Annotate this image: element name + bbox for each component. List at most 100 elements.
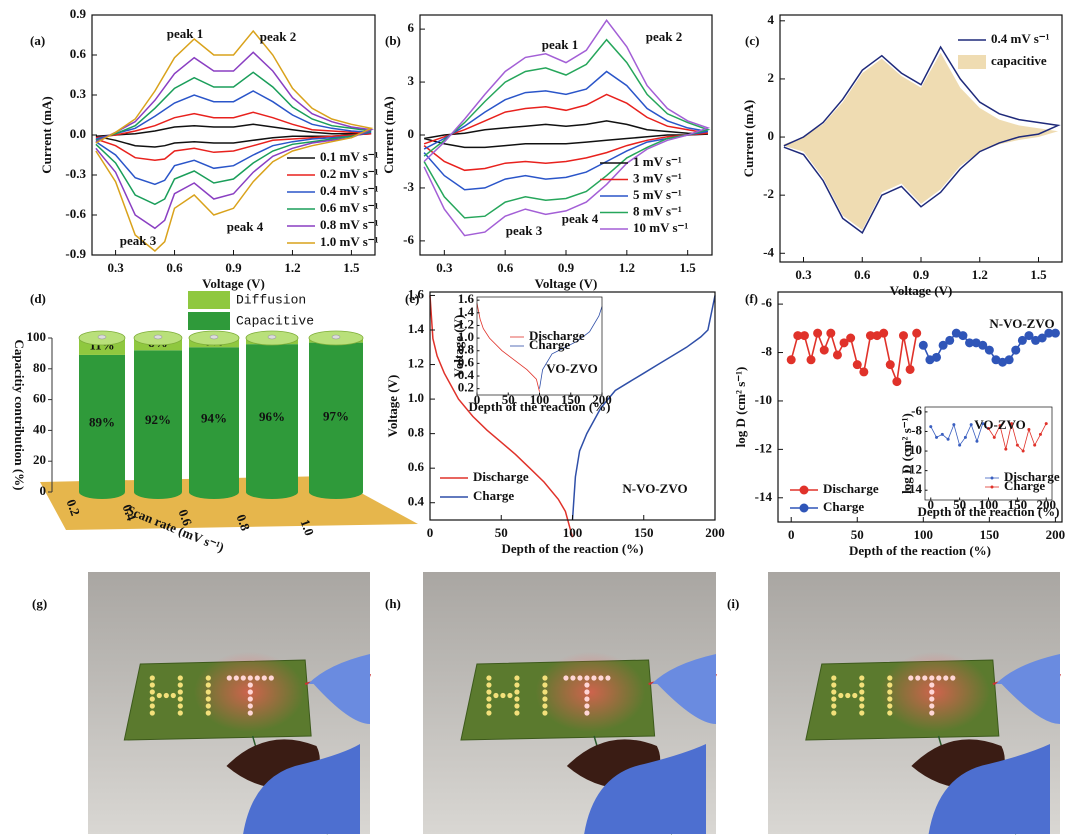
annotation: peak 1	[542, 37, 578, 52]
bar-cap-knob	[97, 334, 107, 340]
y-tick-label: 100	[27, 329, 47, 344]
marker	[946, 437, 950, 441]
x-tick-label: 100	[914, 527, 934, 542]
y-tick-label: -8	[761, 344, 772, 359]
marker	[1021, 449, 1025, 453]
led	[887, 696, 893, 702]
led	[838, 692, 844, 699]
led	[605, 675, 611, 681]
led	[908, 675, 914, 681]
x-tick-label: 50	[953, 497, 966, 512]
y-tick-label: 40	[33, 421, 46, 436]
led	[929, 696, 935, 702]
y-axis-label: Capacitiy contribution (%)	[12, 340, 27, 491]
glove	[584, 744, 706, 834]
y-tick-label: 2	[768, 70, 775, 85]
led	[929, 710, 935, 716]
x-tick-label: 200	[705, 525, 725, 540]
marker	[839, 338, 849, 348]
marker	[852, 360, 862, 370]
marker	[832, 350, 842, 360]
y-tick-label: -14	[755, 489, 773, 504]
y-tick-label: 1.4	[408, 321, 425, 336]
bar-cap-knob	[331, 334, 341, 340]
x-tick-label: 1.5	[680, 260, 697, 275]
led	[852, 692, 858, 699]
x-tick-label: 0.6	[166, 260, 183, 275]
bar	[134, 350, 182, 492]
value-label: 89%	[89, 414, 115, 429]
x-tick-label: 1.5	[343, 260, 360, 275]
line	[429, 295, 574, 538]
led	[486, 703, 492, 709]
y-tick-label: 80	[33, 360, 46, 375]
marker	[969, 423, 973, 427]
annotation: VO-ZVO	[974, 417, 1025, 432]
marker	[786, 355, 796, 365]
led	[177, 710, 183, 716]
y-tick-label: 0	[408, 126, 415, 141]
y-tick-label: -0.3	[65, 166, 86, 181]
annotation: VO-ZVO	[546, 361, 597, 376]
x-tick-label: 50	[495, 525, 508, 540]
marker	[992, 435, 996, 439]
y-axis-label: Voltage (V)	[451, 315, 466, 378]
legend-label: Discharge	[1004, 469, 1060, 484]
led	[887, 703, 893, 709]
legend-marker	[799, 485, 809, 495]
line	[476, 303, 540, 392]
bar	[79, 354, 125, 492]
legend-label: Capacitive	[236, 313, 314, 328]
marker	[793, 331, 803, 341]
y-axis-label: log D (cm² s⁻¹)	[899, 413, 914, 494]
marker	[898, 331, 908, 341]
marker	[929, 425, 933, 429]
y-tick-label: 0.0	[70, 126, 86, 141]
x-tick-label: 0.9	[913, 267, 930, 282]
x-tick-label: 0.6	[497, 260, 514, 275]
led	[887, 682, 893, 688]
y-tick-label: 6	[408, 20, 415, 35]
marker	[1004, 447, 1008, 451]
y-tick-label: -0.9	[65, 246, 86, 261]
x-axis-label: Depth of the reaction (%)	[849, 543, 991, 558]
marker	[984, 345, 994, 355]
y-tick-label: 1.2	[408, 356, 424, 371]
marker	[1010, 422, 1014, 426]
x-tick-label: 0	[427, 525, 434, 540]
led	[929, 689, 935, 695]
led	[486, 710, 492, 716]
led	[177, 703, 183, 709]
marker	[975, 439, 979, 443]
led	[859, 689, 865, 695]
y-tick-label: 1.0	[458, 329, 474, 344]
marker	[892, 377, 902, 387]
led	[831, 689, 837, 695]
panel-label: (g)	[32, 596, 47, 611]
marker	[885, 360, 895, 370]
y-tick-label: -2	[763, 186, 774, 201]
annotation: peak 1	[167, 26, 203, 41]
marker	[981, 422, 985, 426]
marker	[865, 331, 875, 341]
y-axis-label: Current (mA)	[39, 96, 54, 173]
y-tick-label: 20	[33, 452, 46, 467]
y-tick-label: 1.2	[458, 316, 474, 331]
x-tick-label: 50	[851, 527, 864, 542]
led	[177, 696, 183, 702]
y-tick-label: 1.4	[458, 304, 475, 319]
bar	[189, 347, 239, 492]
bar	[309, 342, 363, 492]
x-tick-label: 150	[1008, 497, 1028, 512]
y-tick-label: 0.2	[458, 380, 474, 395]
legend-label: 1 mV s⁻¹	[633, 154, 682, 169]
led	[514, 675, 520, 681]
y-tick-label: 0	[40, 483, 47, 498]
photo	[88, 572, 371, 835]
annotation: peak 2	[646, 29, 682, 44]
y-tick-label: 1.0	[408, 390, 424, 405]
annotation: peak 3	[120, 233, 157, 248]
x-tick-label: 1.2	[284, 260, 300, 275]
marker	[1017, 335, 1027, 345]
led	[859, 675, 865, 681]
